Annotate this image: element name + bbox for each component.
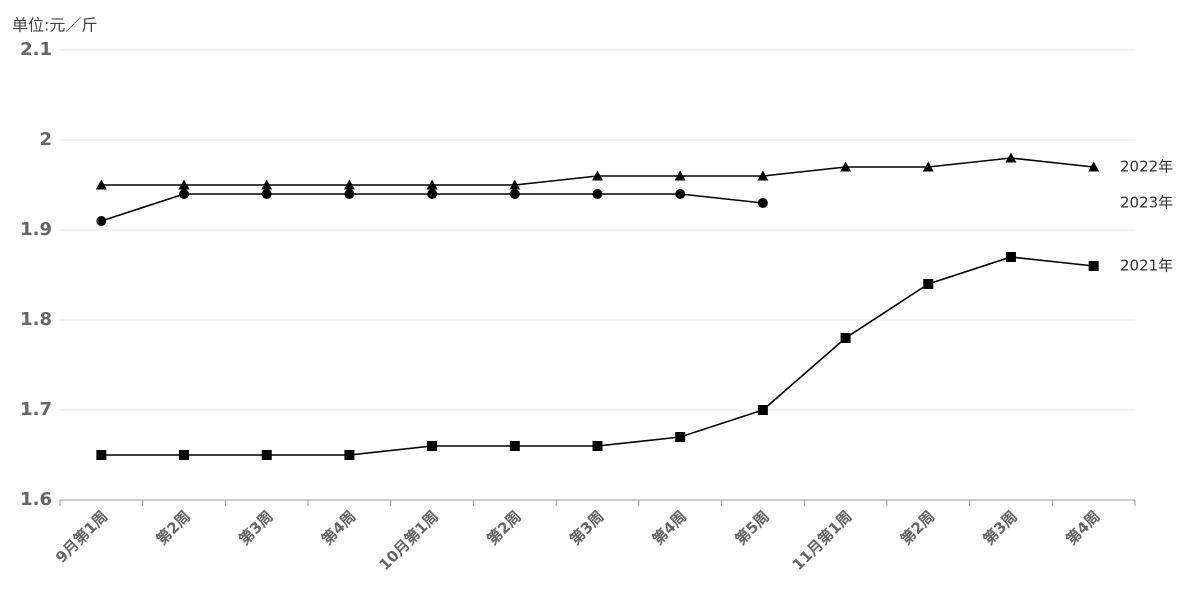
marker — [675, 189, 686, 199]
marker — [757, 198, 768, 208]
x-tick-label: 10月第1周 — [375, 507, 442, 574]
y-tick-label: 2.1 — [20, 39, 52, 60]
marker — [96, 450, 107, 460]
marker — [261, 189, 272, 199]
marker — [95, 179, 107, 190]
y-tick-label: 1.7 — [20, 399, 52, 420]
x-tick-label: 第2周 — [483, 507, 524, 548]
marker — [427, 441, 438, 451]
marker — [343, 179, 355, 190]
marker — [178, 179, 190, 190]
marker — [1005, 152, 1017, 163]
marker — [675, 432, 686, 442]
x-tick-label: 第4周 — [1062, 507, 1103, 548]
x-tick-label: 11月第1周 — [789, 507, 856, 574]
x-tick-label: 第3周 — [566, 507, 607, 548]
marker — [261, 179, 273, 190]
marker — [427, 189, 438, 199]
x-tick-label: 第3周 — [980, 507, 1021, 548]
marker — [592, 189, 603, 199]
marker — [840, 333, 851, 343]
series-label: 2023年 — [1120, 194, 1173, 212]
y-axis-label: 单位:元／斤 — [12, 16, 97, 35]
marker — [179, 450, 190, 460]
marker — [344, 450, 355, 460]
marker — [426, 179, 438, 190]
x-tick-label: 9月第1周 — [52, 507, 111, 566]
marker — [509, 189, 520, 199]
marker — [674, 170, 686, 181]
marker — [96, 216, 107, 226]
x-tick-label: 第4周 — [318, 507, 359, 548]
marker — [592, 170, 603, 181]
marker — [509, 179, 521, 190]
x-tick-label: 第4周 — [649, 507, 690, 548]
x-tick-label: 第2周 — [153, 507, 194, 548]
x-tick-label: 第5周 — [732, 507, 773, 548]
x-tick-label: 第3周 — [235, 507, 276, 548]
marker — [261, 450, 272, 460]
marker — [922, 161, 934, 172]
marker — [757, 405, 768, 415]
marker — [592, 441, 603, 451]
marker — [1088, 161, 1100, 172]
series-label: 2022年 — [1120, 158, 1173, 176]
marker — [1088, 261, 1099, 271]
y-tick-label: 1.6 — [20, 489, 52, 510]
marker — [757, 170, 769, 181]
marker — [923, 279, 934, 289]
y-tick-label: 2 — [39, 129, 52, 150]
marker — [344, 189, 355, 199]
x-tick-label: 第2周 — [897, 507, 938, 548]
marker — [509, 441, 520, 451]
marker — [179, 189, 190, 199]
marker — [840, 161, 852, 172]
y-tick-label: 1.9 — [20, 219, 52, 240]
y-tick-label: 1.8 — [20, 309, 52, 330]
series-line — [101, 256, 1094, 456]
series-label: 2021年 — [1120, 257, 1173, 275]
marker — [1005, 252, 1016, 262]
